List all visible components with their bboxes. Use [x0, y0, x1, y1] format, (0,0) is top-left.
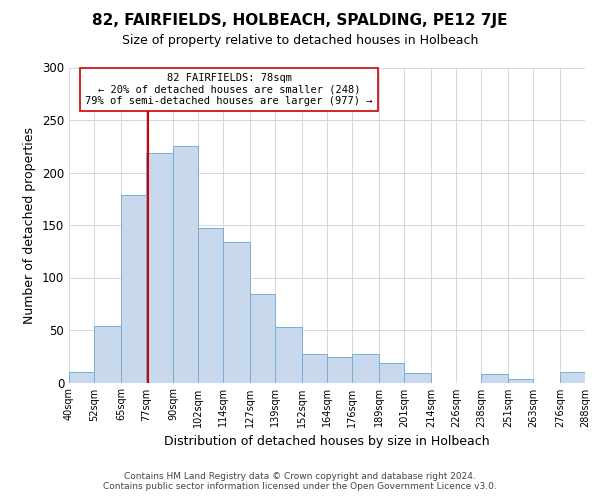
Bar: [223, 242, 250, 382]
Bar: [352, 354, 379, 382]
X-axis label: Distribution of detached houses by size in Holbeach: Distribution of detached houses by size …: [164, 435, 490, 448]
Bar: [560, 372, 585, 382]
Bar: [481, 374, 508, 382]
Bar: [173, 146, 198, 382]
Bar: [508, 380, 533, 382]
Text: Contains HM Land Registry data © Crown copyright and database right 2024.
Contai: Contains HM Land Registry data © Crown c…: [103, 472, 497, 491]
Bar: [146, 152, 173, 382]
Bar: [94, 326, 121, 382]
Bar: [121, 194, 146, 382]
Bar: [327, 358, 352, 382]
Bar: [379, 362, 404, 382]
Bar: [250, 294, 275, 382]
Bar: [404, 373, 431, 382]
Bar: [69, 372, 94, 382]
Text: 82 FAIRFIELDS: 78sqm
← 20% of detached houses are smaller (248)
79% of semi-deta: 82 FAIRFIELDS: 78sqm ← 20% of detached h…: [85, 72, 373, 106]
Bar: [275, 327, 302, 382]
Bar: [302, 354, 327, 382]
Text: Size of property relative to detached houses in Holbeach: Size of property relative to detached ho…: [122, 34, 478, 47]
Bar: [198, 228, 223, 382]
Text: 82, FAIRFIELDS, HOLBEACH, SPALDING, PE12 7JE: 82, FAIRFIELDS, HOLBEACH, SPALDING, PE12…: [92, 12, 508, 28]
Y-axis label: Number of detached properties: Number of detached properties: [23, 126, 37, 324]
